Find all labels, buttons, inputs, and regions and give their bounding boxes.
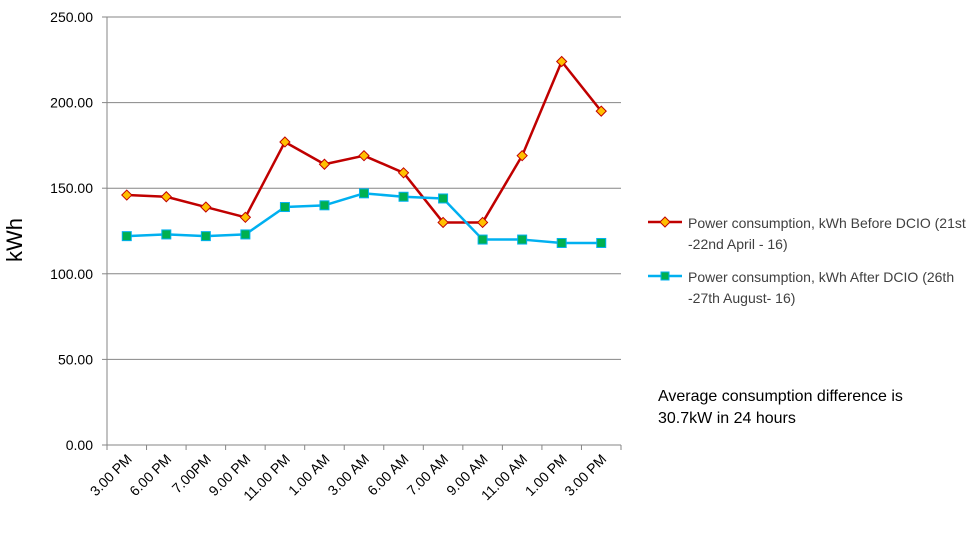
x-tick-label: 3.00 PM [561,451,609,499]
data-point [596,237,607,248]
data-point [398,191,409,202]
legend: Power consumption, kWh Before DCIO (21st… [648,213,968,321]
y-tick-label: 50.00 [58,351,93,367]
legend-label-after: Power consumption, kWh After DCIO (26th … [688,269,955,306]
data-point [437,216,449,229]
data-point [555,55,568,68]
data-point [239,211,252,224]
y-axis-label: kWh [2,218,27,262]
data-point [517,234,528,245]
annotation-line-2: 30.7kW in 24 hours [658,410,796,427]
series-line-1 [126,192,602,245]
x-tick-label: 1.00 AM [285,451,333,499]
series-group [121,55,607,248]
legend-swatch-before [648,216,682,228]
legend-swatch-after [648,271,682,281]
data-point [279,136,291,148]
legend-item-after: Power consumption, kWh After DCIO (26th … [648,267,968,309]
y-tick-label: 0.00 [66,437,93,453]
legend-item-before: Power consumption, kWh Before DCIO (21st… [648,213,968,255]
x-tick-label: 6.00 PM [126,451,174,499]
annotation-line-1: Average consumption difference is [658,388,903,405]
data-point [438,193,449,204]
data-point [359,188,369,199]
x-tick-label: 6.00 AM [364,451,412,499]
data-point [200,231,211,242]
y-tick-label: 250.00 [50,9,93,25]
x-tick-label: 7.00 AM [404,451,452,499]
data-point [279,202,290,213]
x-tick-label: 1.00 PM [522,451,570,499]
data-point [200,201,212,213]
annotation-note: Average consumption difference is 30.7kW… [658,386,968,430]
data-point [121,189,133,201]
data-point [358,149,370,162]
data-point [160,191,173,203]
y-tick-label: 100.00 [50,266,93,282]
data-point [556,237,567,248]
y-axis: 0.00 50.00 100.00 150.00 200.00 250.00 [50,9,108,453]
data-point [516,149,528,162]
y-tick-label: 200.00 [50,95,93,111]
legend-label-before: Power consumption, kWh Before DCIO (21st… [688,215,966,252]
data-point [476,216,489,229]
data-point [240,229,251,240]
data-point [121,231,132,242]
x-tick-label: 3.00 AM [324,451,372,499]
data-point [477,234,488,245]
data-point [397,167,410,179]
data-point [318,158,331,170]
data-point [161,229,172,240]
x-tick-label: 3.00 PM [87,451,135,499]
gridlines [107,16,621,360]
data-point [595,105,607,117]
y-tick-label: 150.00 [50,180,93,196]
data-point [319,200,330,211]
